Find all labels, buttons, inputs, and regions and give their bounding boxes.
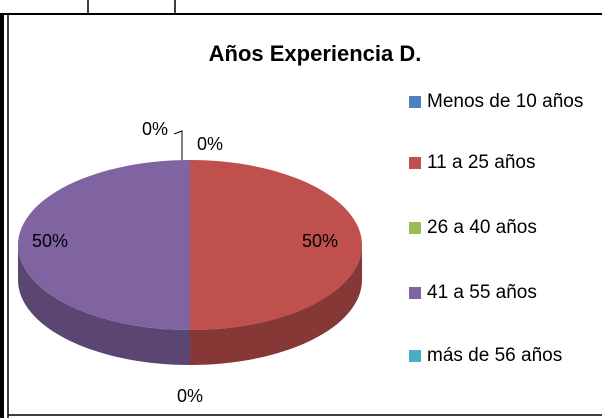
slice-side	[18, 245, 190, 365]
legend-label: 11 a 25 años	[427, 152, 536, 173]
slice	[18, 160, 190, 330]
data-label: 50%	[302, 231, 338, 251]
legend-swatch	[409, 287, 421, 299]
legend-swatch	[409, 96, 421, 108]
legend-swatch	[409, 222, 421, 234]
leader-line	[173, 130, 183, 160]
legend-label: más de 56 años	[427, 345, 563, 366]
data-label: 0%	[177, 386, 203, 406]
slice	[190, 160, 362, 330]
legend-label: 26 a 40 años	[427, 217, 537, 238]
chart-title: Años Experiencia D.	[209, 41, 422, 66]
data-label: 0%	[197, 134, 223, 154]
data-label: 50%	[32, 231, 68, 251]
legend-label: Menos de 10 años	[427, 91, 584, 112]
data-label: 0%	[142, 119, 168, 139]
slice-side	[190, 245, 362, 365]
legend-swatch	[409, 350, 421, 362]
legend-swatch	[409, 157, 421, 169]
legend-label: 41 a 55 años	[427, 282, 537, 303]
frame-left	[0, 14, 4, 418]
